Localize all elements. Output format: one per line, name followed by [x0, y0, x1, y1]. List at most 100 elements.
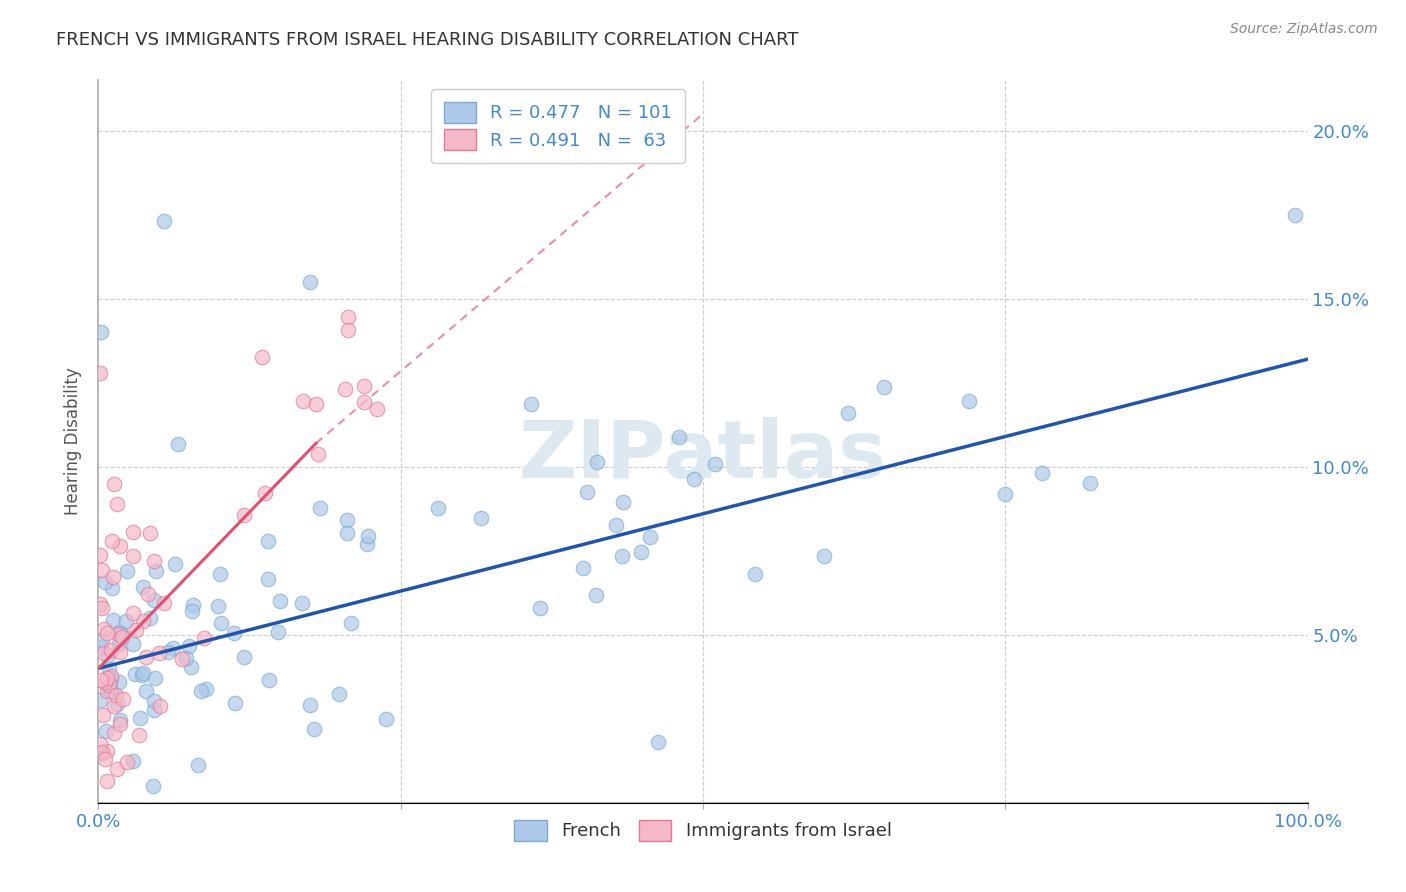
Point	[89, 366, 111, 380]
Point	[340, 616, 363, 631]
Point	[89, 548, 111, 562]
Point	[149, 698, 172, 713]
Point	[357, 529, 380, 543]
Point	[232, 508, 254, 522]
Point	[180, 660, 202, 674]
Point	[94, 752, 117, 766]
Point	[328, 687, 350, 701]
Point	[104, 688, 127, 702]
Point	[115, 756, 138, 770]
Point	[585, 455, 607, 469]
Point	[309, 501, 332, 516]
Point	[292, 394, 315, 409]
Point	[1284, 208, 1306, 222]
Point	[683, 472, 706, 486]
Point	[470, 510, 492, 524]
Text: ZIPatlas: ZIPatlas	[519, 417, 887, 495]
Point	[162, 641, 184, 656]
Point	[122, 607, 145, 621]
Point	[167, 437, 190, 451]
Point	[257, 572, 280, 586]
Point	[108, 717, 131, 731]
Text: Source: ZipAtlas.com: Source: ZipAtlas.com	[1230, 22, 1378, 37]
Point	[427, 500, 450, 515]
Point	[97, 662, 120, 676]
Point	[356, 537, 378, 551]
Point	[375, 712, 398, 726]
Point	[153, 214, 176, 228]
Point	[96, 648, 118, 663]
Point	[105, 697, 128, 711]
Text: FRENCH VS IMMIGRANTS FROM ISRAEL HEARING DISABILITY CORRELATION CHART: FRENCH VS IMMIGRANTS FROM ISRAEL HEARING…	[56, 31, 799, 49]
Y-axis label: Hearing Disability: Hearing Disability	[65, 368, 83, 516]
Point	[93, 707, 115, 722]
Point	[100, 669, 122, 683]
Point	[101, 569, 124, 583]
Point	[93, 646, 115, 660]
Point	[668, 430, 690, 444]
Point	[122, 524, 145, 539]
Point	[93, 574, 115, 589]
Point	[89, 597, 111, 611]
Point	[187, 758, 209, 772]
Point	[353, 394, 375, 409]
Point	[250, 350, 273, 364]
Point	[136, 587, 159, 601]
Point	[520, 397, 543, 411]
Point	[333, 382, 356, 396]
Point	[115, 614, 138, 628]
Point	[101, 581, 124, 595]
Point	[305, 397, 328, 411]
Point	[336, 310, 359, 325]
Point	[575, 485, 598, 500]
Point	[253, 485, 276, 500]
Point	[96, 743, 118, 757]
Point	[97, 682, 120, 697]
Point	[100, 671, 122, 685]
Point	[571, 561, 593, 575]
Point	[128, 728, 150, 742]
Point	[209, 616, 232, 631]
Point	[157, 645, 180, 659]
Point	[267, 625, 290, 640]
Point	[124, 667, 146, 681]
Point	[93, 675, 115, 690]
Point	[96, 672, 118, 686]
Point	[110, 626, 132, 640]
Point	[299, 698, 322, 712]
Point	[638, 530, 661, 544]
Point	[121, 637, 143, 651]
Point	[336, 514, 359, 528]
Point	[994, 487, 1017, 501]
Point	[110, 713, 132, 727]
Point	[704, 457, 727, 471]
Point	[91, 745, 114, 759]
Point	[605, 518, 627, 533]
Point	[269, 594, 291, 608]
Legend: French, Immigrants from Israel: French, Immigrants from Israel	[508, 813, 898, 848]
Point	[122, 754, 145, 768]
Point	[142, 703, 165, 717]
Point	[110, 625, 132, 640]
Point	[529, 601, 551, 615]
Point	[142, 694, 165, 708]
Point	[145, 564, 167, 578]
Point	[105, 497, 128, 511]
Point	[121, 549, 143, 563]
Point	[190, 683, 212, 698]
Point	[873, 380, 896, 394]
Point	[90, 326, 112, 340]
Point	[174, 651, 197, 665]
Point	[138, 526, 160, 541]
Point	[744, 567, 766, 582]
Point	[108, 637, 131, 651]
Point	[97, 678, 120, 692]
Point	[143, 592, 166, 607]
Point	[208, 567, 231, 582]
Point	[89, 693, 111, 707]
Point	[163, 557, 186, 571]
Point	[96, 724, 118, 739]
Point	[90, 640, 112, 654]
Point	[96, 773, 118, 788]
Point	[101, 613, 124, 627]
